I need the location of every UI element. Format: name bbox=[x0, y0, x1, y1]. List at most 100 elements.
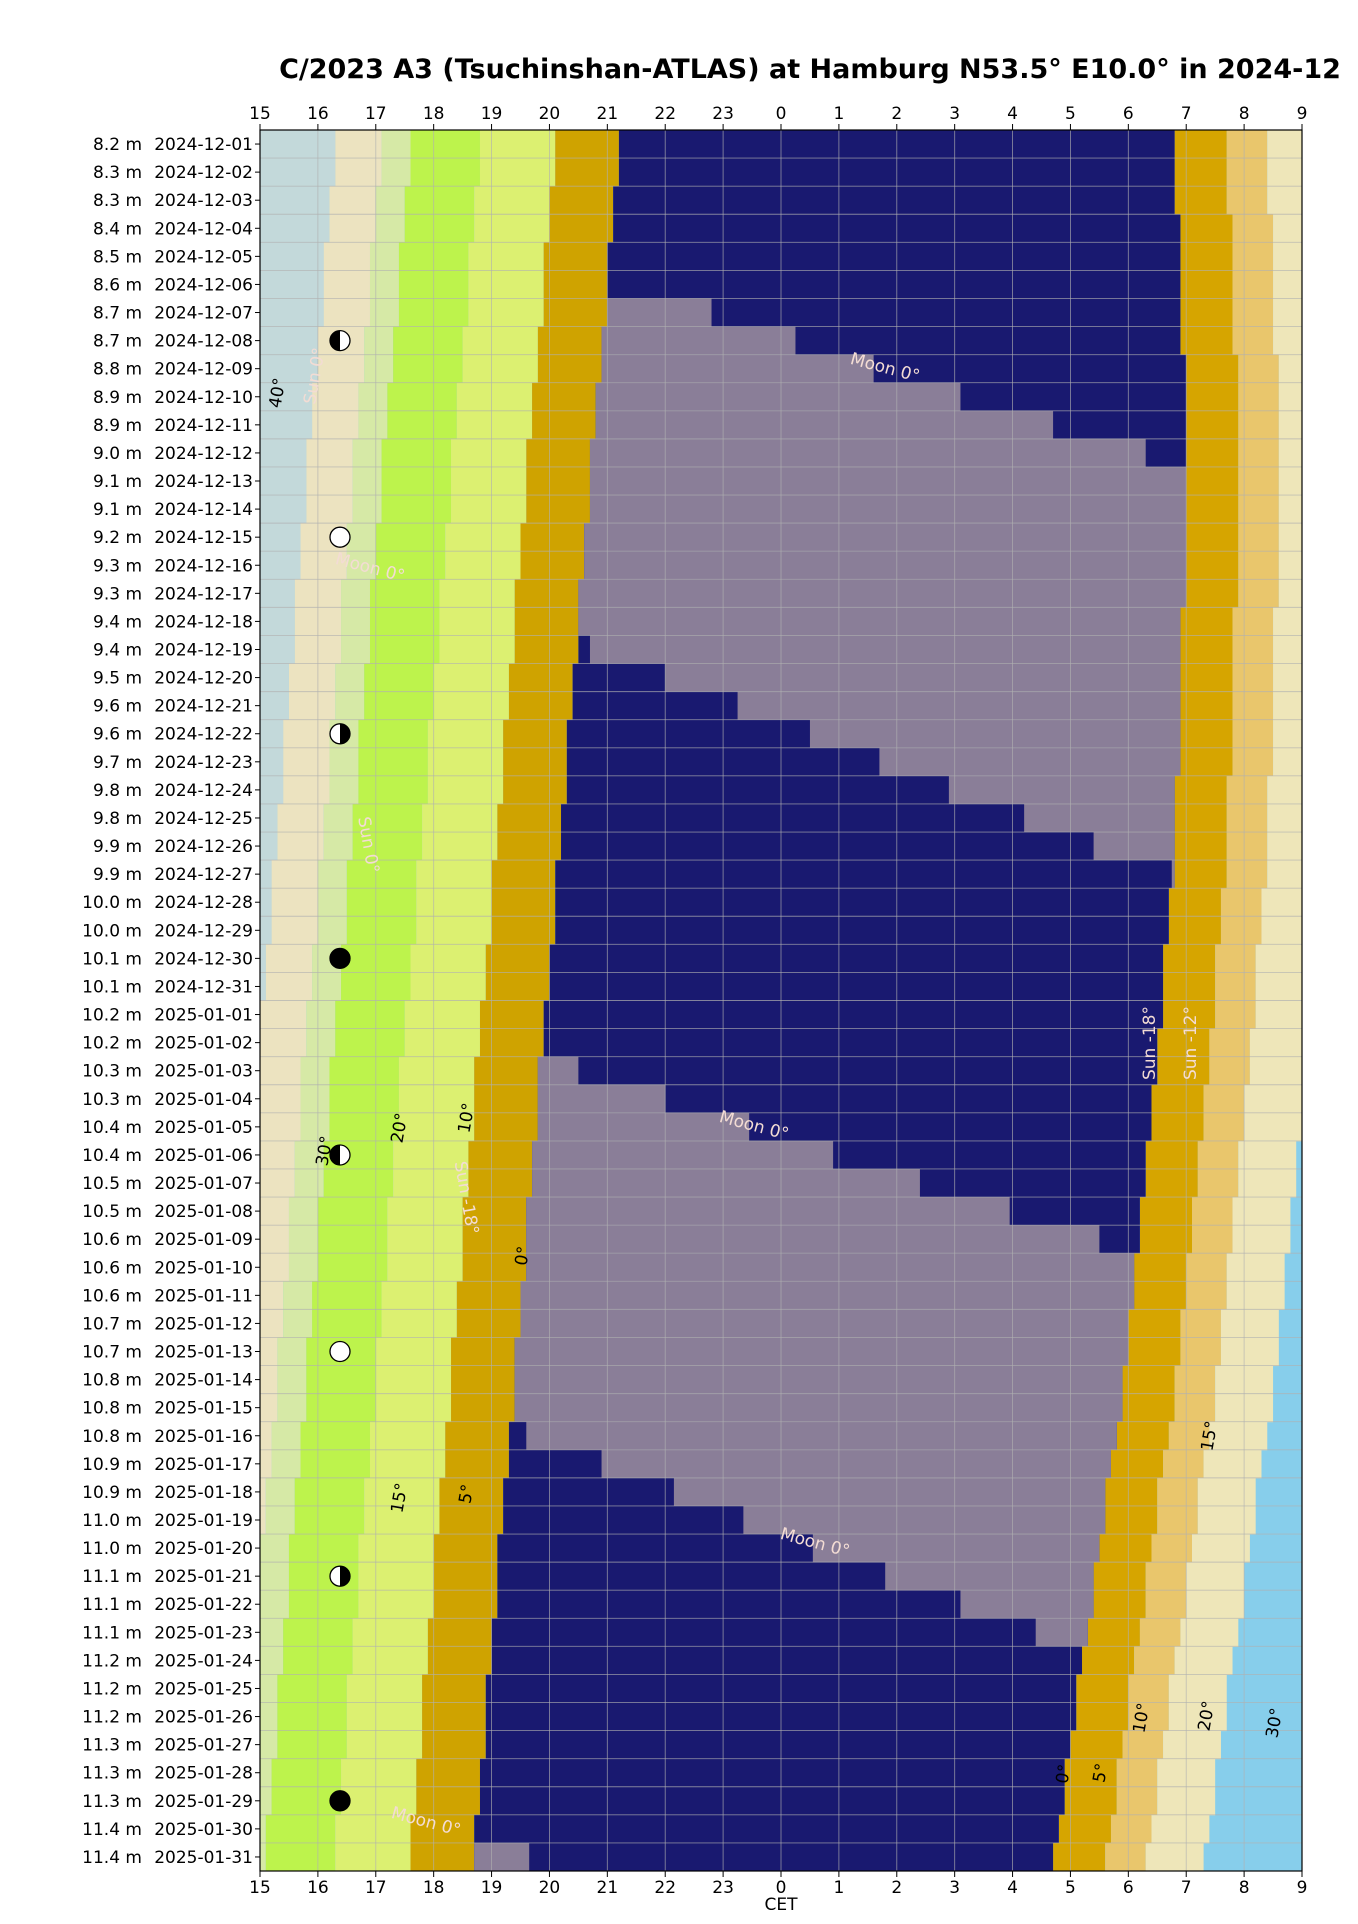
moonlit-segment bbox=[809, 719, 1181, 749]
row-magnitude: 11.1 m bbox=[82, 1567, 142, 1587]
morning-band bbox=[1238, 354, 1279, 384]
moonlit-segment bbox=[537, 1112, 750, 1142]
row-magnitude: 10.3 m bbox=[82, 1062, 142, 1082]
row-magnitude: 11.2 m bbox=[82, 1708, 142, 1728]
moonlit-segment bbox=[589, 635, 1181, 665]
morning-band bbox=[1168, 888, 1221, 917]
row-date: 2025-01-20 bbox=[154, 1539, 253, 1559]
row-magnitude: 8.3 m bbox=[93, 191, 142, 211]
moon-phase-icon bbox=[329, 526, 351, 548]
morning-band bbox=[1238, 382, 1279, 412]
chart-title: C/2023 A3 (Tsuchinshan-ATLAS) at Hamburg… bbox=[279, 54, 1341, 85]
row-date: 2025-01-25 bbox=[154, 1679, 253, 1699]
evening-band bbox=[404, 186, 475, 215]
row-magnitude: 8.3 m bbox=[93, 163, 142, 183]
morning-band bbox=[1232, 242, 1274, 271]
x-tick-label: 17 bbox=[365, 1878, 387, 1898]
evening-band bbox=[260, 888, 272, 917]
morning-band bbox=[1093, 1590, 1146, 1619]
evening-band bbox=[468, 270, 544, 299]
morning-band bbox=[1255, 1000, 1302, 1030]
evening-band bbox=[260, 1337, 278, 1367]
morning-band bbox=[1209, 1028, 1250, 1058]
evening-band bbox=[358, 719, 428, 749]
evening-band bbox=[468, 242, 544, 271]
row-magnitude: 10.2 m bbox=[82, 1006, 142, 1026]
morning-band bbox=[1238, 410, 1279, 440]
row-date: 2024-12-28 bbox=[154, 893, 253, 913]
morning-band bbox=[1180, 719, 1233, 749]
row-date: 2025-01-29 bbox=[154, 1792, 253, 1812]
evening-band bbox=[456, 382, 533, 412]
morning-band bbox=[1180, 326, 1233, 356]
evening-band bbox=[416, 1786, 480, 1816]
x-tick-label: 2 bbox=[891, 1878, 902, 1898]
morning-band bbox=[1163, 1730, 1221, 1760]
moonlit-segment bbox=[589, 466, 1187, 496]
evening-band bbox=[317, 1225, 388, 1254]
evening-band bbox=[260, 1590, 289, 1619]
evening-band bbox=[543, 270, 608, 299]
evening-band bbox=[381, 495, 452, 524]
moonlit-segment bbox=[737, 691, 1181, 721]
evening-band bbox=[549, 186, 614, 215]
row-magnitude: 10.3 m bbox=[82, 1090, 142, 1110]
evening-band bbox=[260, 747, 284, 777]
evening-band bbox=[260, 158, 336, 187]
morning-band bbox=[1226, 803, 1268, 833]
morning-band bbox=[1278, 354, 1302, 384]
contour-label: 5° bbox=[455, 1483, 478, 1506]
evening-band bbox=[358, 1562, 434, 1591]
evening-band bbox=[375, 186, 405, 215]
row-date: 2025-01-02 bbox=[154, 1034, 253, 1054]
morning-band bbox=[1267, 158, 1302, 187]
evening-band bbox=[387, 382, 457, 412]
moonlit-segment bbox=[960, 1590, 1094, 1619]
row-magnitude: 9.1 m bbox=[93, 500, 142, 520]
evening-band bbox=[329, 1084, 399, 1114]
evening-band bbox=[433, 663, 509, 693]
evening-band bbox=[398, 1112, 475, 1142]
evening-band bbox=[283, 719, 330, 749]
moonlit-segment bbox=[526, 1421, 1117, 1451]
evening-band bbox=[271, 860, 318, 889]
row-magnitude: 11.1 m bbox=[82, 1595, 142, 1615]
evening-band bbox=[526, 466, 590, 496]
morning-band bbox=[1145, 1140, 1198, 1170]
evening-band bbox=[381, 466, 452, 496]
evening-band bbox=[341, 635, 370, 665]
evening-band bbox=[369, 298, 399, 328]
evening-band bbox=[260, 1253, 289, 1282]
evening-band bbox=[260, 1786, 272, 1816]
evening-band bbox=[260, 242, 324, 271]
x-axis-label: CET bbox=[765, 1895, 799, 1915]
evening-band bbox=[427, 1618, 492, 1647]
row-date: 2025-01-10 bbox=[154, 1258, 253, 1278]
evening-band bbox=[537, 326, 602, 356]
row-date: 2025-01-07 bbox=[154, 1174, 253, 1194]
morning-band bbox=[1110, 1449, 1164, 1479]
morning-band bbox=[1273, 747, 1302, 777]
evening-band bbox=[346, 523, 376, 552]
evening-band bbox=[260, 803, 278, 833]
row-magnitude: 10.1 m bbox=[82, 977, 142, 997]
row-magnitude: 9.8 m bbox=[93, 781, 142, 801]
morning-band bbox=[1249, 1028, 1302, 1058]
evening-band bbox=[352, 803, 423, 833]
morning-band bbox=[1110, 1814, 1152, 1844]
evening-band bbox=[317, 916, 347, 945]
night-segment bbox=[479, 1758, 1065, 1788]
morning-band bbox=[1082, 1646, 1135, 1675]
morning-band bbox=[1197, 1140, 1239, 1170]
x-tick-label: 6 bbox=[1123, 104, 1134, 124]
evening-band bbox=[317, 860, 347, 889]
morning-band bbox=[1186, 1562, 1245, 1591]
evening-band bbox=[358, 775, 428, 805]
morning-band bbox=[1232, 214, 1274, 243]
row-date: 2024-12-15 bbox=[154, 528, 253, 548]
morning-band bbox=[1186, 495, 1239, 524]
evening-band bbox=[404, 214, 475, 243]
morning-band bbox=[1053, 1842, 1106, 1871]
moonlit-segment bbox=[743, 1505, 1106, 1535]
